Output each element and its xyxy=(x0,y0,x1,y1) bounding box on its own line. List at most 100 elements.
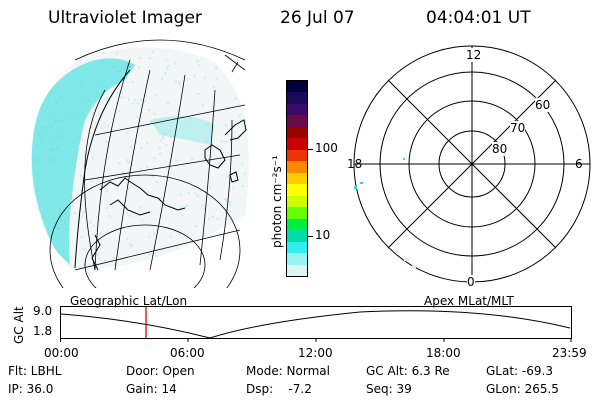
gc-alt-axis-label: GC Alt xyxy=(12,306,26,344)
mode-info: Mode: Normal xyxy=(246,364,330,378)
colorbar-segment xyxy=(287,81,307,93)
colorbar-segment xyxy=(287,126,307,139)
speckle-dot xyxy=(98,257,101,260)
ip-info: IP: 36.0 xyxy=(8,382,54,396)
ytick-9: 9.0 xyxy=(33,304,53,318)
speckle-dot xyxy=(129,214,132,217)
speckle-dot xyxy=(113,257,116,260)
glat-info: GLat: -69.3 xyxy=(486,364,553,378)
speckle-dot xyxy=(156,180,158,183)
speckle-dot xyxy=(243,250,245,253)
speckle-dot xyxy=(233,242,236,245)
speckle-dot xyxy=(95,263,98,266)
seq-info: Seq: 39 xyxy=(366,382,412,396)
colorbar-tick-100 xyxy=(307,149,313,150)
speckle-dot xyxy=(175,245,178,247)
speckle-dot xyxy=(203,207,206,210)
speckle-dot xyxy=(159,139,162,142)
speckle-dot xyxy=(148,253,151,256)
speckle-dot xyxy=(166,67,169,70)
speckle-dot xyxy=(178,83,181,86)
speckle-dot xyxy=(244,172,246,175)
speckle-dot xyxy=(150,121,153,123)
speckle-dot xyxy=(115,52,118,55)
speckle-dot xyxy=(33,50,36,53)
speckle-dot xyxy=(239,45,241,47)
dsp-info: Dsp: -7.2 xyxy=(246,382,312,396)
speckle-dot xyxy=(174,62,177,65)
speckle-dot xyxy=(67,53,70,56)
colorbar-segment xyxy=(287,172,307,185)
speckle-dot xyxy=(95,275,97,277)
speckle-dot xyxy=(177,81,180,84)
speckle-dot xyxy=(167,102,169,104)
speckle-dot xyxy=(139,206,142,209)
speckle-dot xyxy=(215,78,218,81)
speckle-dot xyxy=(169,235,172,238)
flt-info: Flt: LBHL xyxy=(8,364,62,378)
colorbar-segment xyxy=(287,138,307,150)
speckle-dot xyxy=(212,86,215,88)
speckle-dot xyxy=(174,80,177,83)
speckle-dot xyxy=(82,263,85,266)
colorbar-segment xyxy=(287,115,307,127)
polar-plot xyxy=(353,45,591,283)
speckle-dot xyxy=(209,186,212,189)
speckle-dot xyxy=(242,228,245,231)
speckle-dot xyxy=(217,51,220,54)
mlt-label-12: 12 xyxy=(466,48,482,62)
speckle-dot xyxy=(180,214,183,217)
speckle-dot xyxy=(130,47,133,48)
speckle-dot xyxy=(127,171,130,174)
speckle-dot xyxy=(47,258,50,260)
speckle-dot xyxy=(212,271,214,273)
speckle-dot xyxy=(141,219,144,222)
speckle-dot xyxy=(82,248,85,251)
speckle-dot xyxy=(115,102,118,105)
speckle-dot xyxy=(155,255,158,258)
speckle-dot xyxy=(122,171,125,174)
speckle-dot xyxy=(114,262,117,265)
speckle-dot xyxy=(218,267,221,270)
speckle-dot xyxy=(34,87,36,89)
speckle-dot xyxy=(229,203,232,206)
speckle-dot xyxy=(229,200,232,203)
colorbar-segment xyxy=(287,253,307,265)
speckle-dot xyxy=(48,49,50,52)
speckle-dot xyxy=(224,211,227,213)
speckle-dot xyxy=(224,140,227,143)
speckle-dot xyxy=(92,224,95,227)
speckle-dot xyxy=(205,123,208,126)
speckle-dot xyxy=(135,140,138,143)
speckle-dot xyxy=(114,226,117,229)
speckle-dot xyxy=(161,135,164,138)
speckle-dot xyxy=(129,146,132,148)
speckle-dot xyxy=(197,195,199,198)
speckle-dot xyxy=(91,157,94,160)
speckle-dot xyxy=(185,48,187,51)
speckle-dot xyxy=(68,56,71,59)
speckle-dot xyxy=(129,243,131,246)
colorbar-segment xyxy=(287,195,307,208)
speckle-dot xyxy=(106,206,108,209)
speckle-dot xyxy=(68,272,70,274)
speckle-dot xyxy=(122,96,125,99)
speckle-dot xyxy=(31,148,32,151)
colorbar-label-10: 10 xyxy=(315,228,331,242)
speckle-dot xyxy=(132,102,135,105)
mlat-label-70: 70 xyxy=(510,121,526,135)
speckle-dot xyxy=(88,265,91,267)
speckle-dot xyxy=(81,215,84,218)
colorbar-segment xyxy=(287,92,307,104)
xtick-1200: 12:00 xyxy=(298,346,333,360)
speckle-dot xyxy=(216,217,219,220)
speckle-dot xyxy=(152,175,155,178)
speckle-dot xyxy=(130,267,133,270)
speckle-dot xyxy=(125,199,128,202)
speckle-dot xyxy=(159,197,161,199)
speckle-dot xyxy=(107,125,110,128)
speckle-dot xyxy=(80,189,83,192)
speckle-dot xyxy=(130,245,133,248)
colorbar-segment xyxy=(287,241,307,254)
speckle-dot xyxy=(144,99,147,102)
